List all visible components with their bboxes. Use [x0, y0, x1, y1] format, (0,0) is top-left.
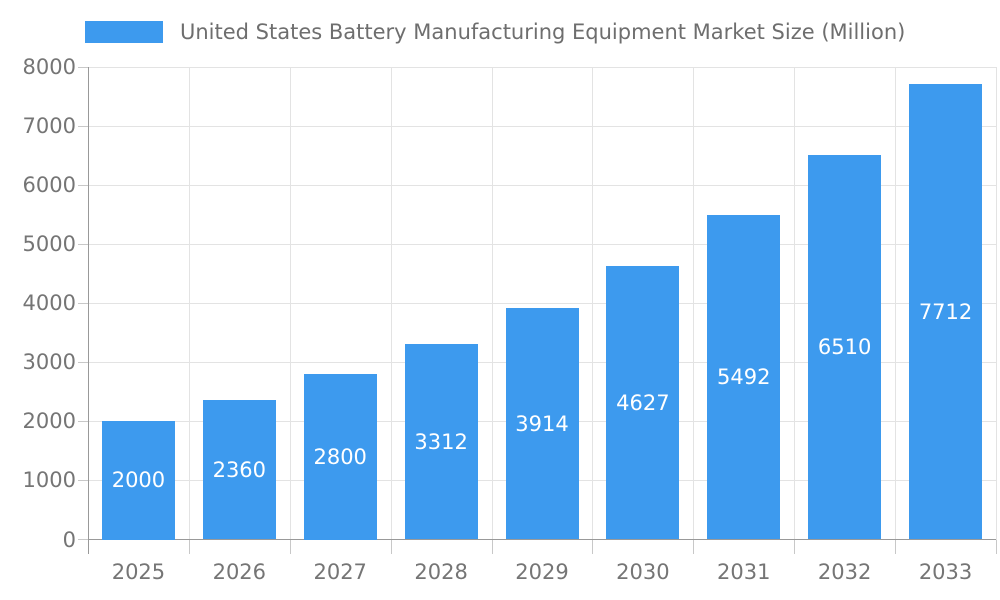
- x-axis-tick: [794, 539, 796, 554]
- gridline-vertical: [289, 67, 291, 540]
- x-axis-label: 2027: [313, 560, 367, 584]
- x-axis-tick: [592, 539, 594, 554]
- x-axis-tick: [188, 539, 190, 554]
- x-axis-label: 2025: [111, 560, 166, 584]
- y-axis-label: 2000: [22, 409, 76, 434]
- y-axis-tick: [78, 66, 88, 68]
- bar: [909, 84, 983, 540]
- bar-value-label: 2800: [313, 444, 367, 469]
- y-axis-label: 4000: [22, 291, 76, 316]
- gridline-vertical: [390, 67, 392, 540]
- y-axis-label: 7000: [22, 114, 76, 139]
- bar: [707, 215, 781, 540]
- x-axis-line: [88, 539, 996, 540]
- gridline-vertical: [794, 67, 796, 540]
- gridline-vertical: [693, 67, 695, 540]
- y-axis-label: 0: [62, 527, 76, 552]
- bar: [303, 374, 377, 540]
- y-axis-tick: [78, 479, 88, 481]
- bar-value-label: 4627: [616, 390, 670, 415]
- gridline-horizontal: [88, 66, 996, 68]
- x-axis-tick: [996, 539, 997, 554]
- y-axis-label: 1000: [22, 468, 76, 493]
- legend-label: United States Battery Manufacturing Equi…: [180, 20, 906, 44]
- bar: [808, 155, 882, 540]
- x-axis-tick: [895, 539, 897, 554]
- bar: [505, 308, 579, 540]
- x-axis-tick: [693, 539, 695, 554]
- y-axis-tick: [78, 184, 88, 186]
- y-axis-tick: [78, 125, 88, 127]
- bar-value-label: 2000: [111, 468, 166, 493]
- y-axis-tick: [78, 243, 88, 245]
- bar-value-label: 5492: [717, 365, 771, 390]
- x-axis-tick: [390, 539, 392, 554]
- x-axis-label: 2029: [515, 560, 569, 584]
- bar: [202, 400, 276, 540]
- y-axis-label: 8000: [22, 55, 76, 79]
- bar-value-label: 7712: [918, 299, 973, 324]
- x-axis-tick: [491, 539, 493, 554]
- x-axis-label: 2030: [616, 560, 670, 584]
- bar: [606, 266, 680, 540]
- bar: [404, 343, 478, 540]
- x-axis-tick: [289, 539, 291, 554]
- bar-value-label: 2360: [212, 457, 267, 482]
- bar-value-label: 6510: [817, 335, 872, 360]
- bar-value-label: 3312: [414, 429, 468, 454]
- y-axis-tick: [78, 539, 88, 540]
- gridline-vertical: [491, 67, 493, 540]
- y-axis-label: 3000: [22, 350, 76, 375]
- x-axis-label: 2031: [717, 560, 771, 584]
- gridline-horizontal: [88, 125, 996, 127]
- bar: [101, 421, 175, 540]
- y-axis-label: 6000: [22, 173, 76, 198]
- gridline-vertical: [188, 67, 190, 540]
- x-axis-label: 2028: [414, 560, 468, 584]
- y-axis-line: [88, 67, 89, 554]
- x-axis-label: 2033: [918, 560, 973, 584]
- y-axis-label: 5000: [22, 232, 76, 257]
- y-axis-tick: [78, 361, 88, 363]
- gridline-vertical: [895, 67, 897, 540]
- gridline-horizontal: [88, 302, 996, 304]
- y-axis-tick: [78, 302, 88, 304]
- gridline-vertical: [996, 67, 997, 540]
- x-axis-label: 2026: [212, 560, 267, 584]
- legend-swatch: [85, 21, 163, 43]
- x-axis-label: 2032: [817, 560, 872, 584]
- gridline-horizontal: [88, 243, 996, 245]
- y-axis-tick: [78, 420, 88, 422]
- bar-value-label: 3914: [515, 411, 569, 436]
- gridline-vertical: [592, 67, 594, 540]
- gridline-horizontal: [88, 184, 996, 186]
